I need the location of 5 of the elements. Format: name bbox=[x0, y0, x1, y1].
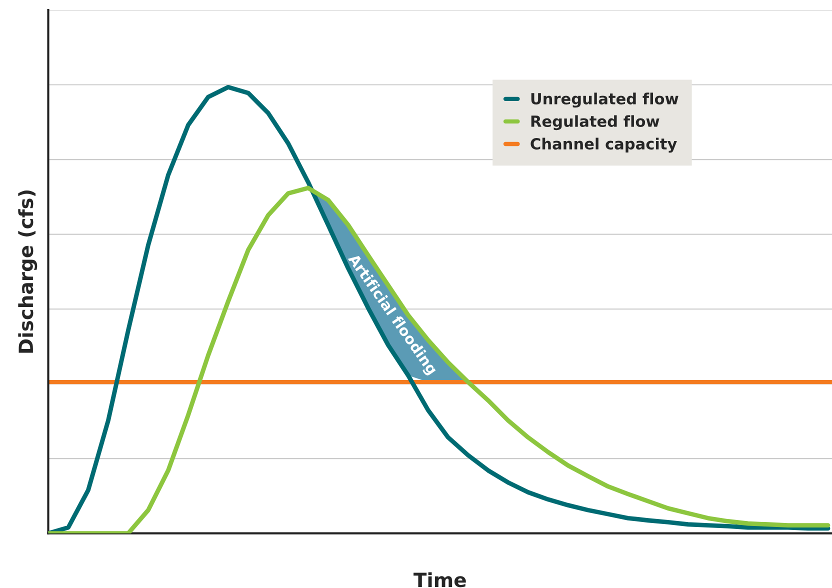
legend-label: Unregulated flow bbox=[531, 92, 678, 108]
x-axis-title: Time bbox=[414, 572, 466, 588]
legend-label: Regulated flow bbox=[531, 115, 660, 130]
legend-label: Channel capacity bbox=[530, 138, 677, 153]
y-axis-title: Discharge (cfs) bbox=[18, 190, 38, 353]
